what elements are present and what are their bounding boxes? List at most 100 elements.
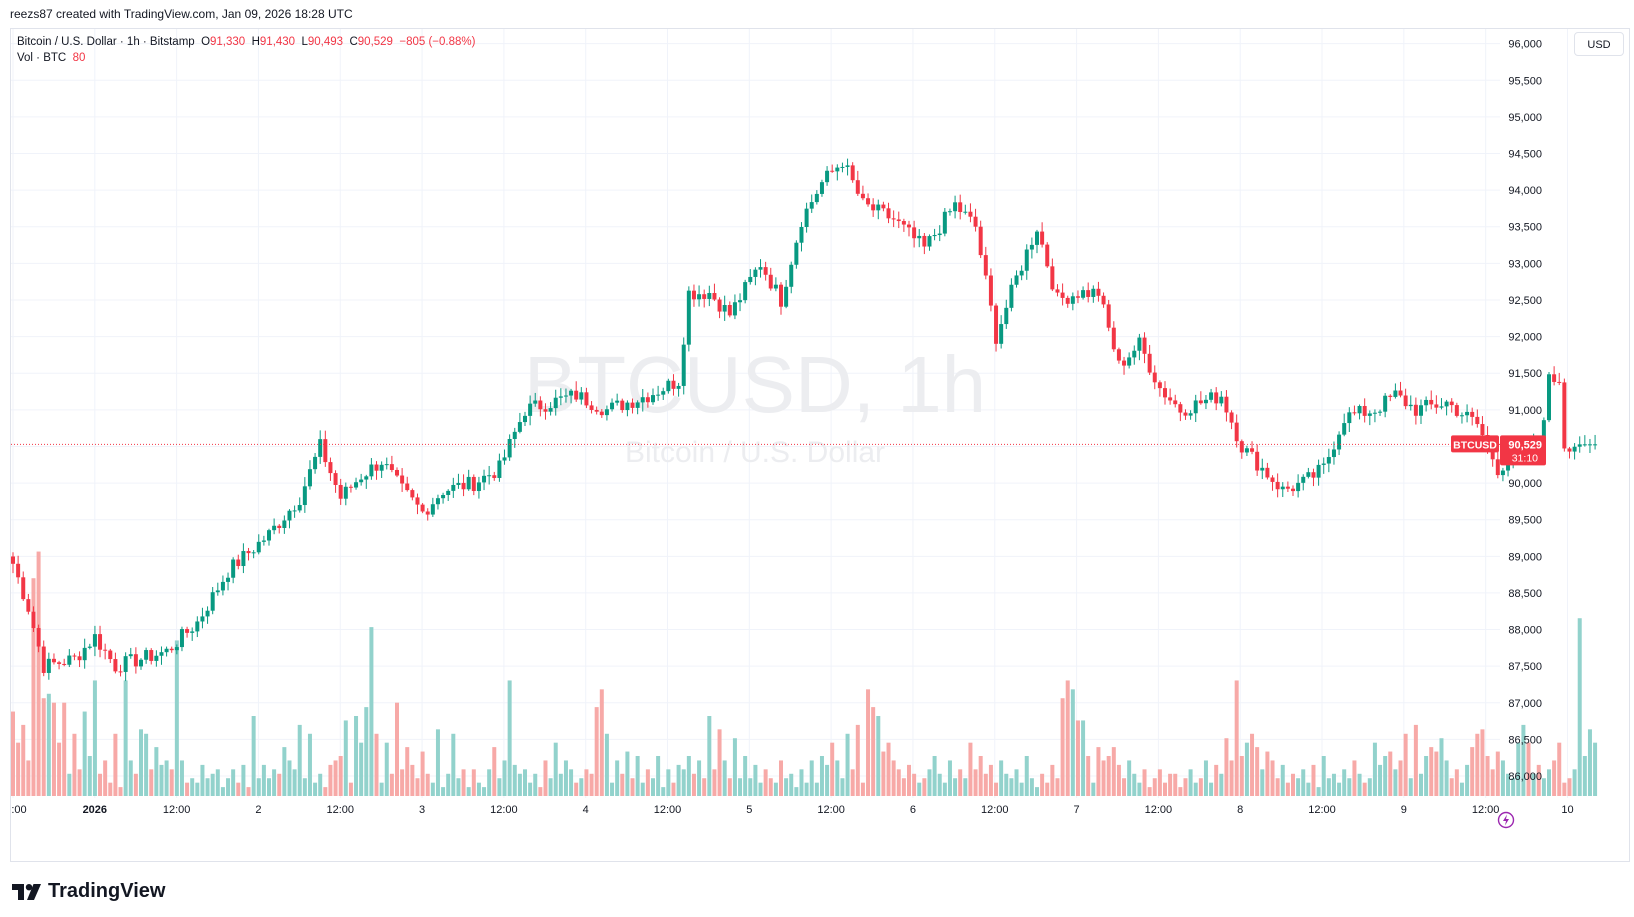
- volume-bar: [430, 782, 435, 796]
- volume-bar: [743, 756, 748, 796]
- candle-body: [1101, 295, 1106, 305]
- candle-body: [1055, 289, 1060, 293]
- volume-bar: [1244, 742, 1249, 796]
- candle-body: [758, 267, 763, 270]
- volume-bar: [784, 778, 789, 796]
- candle-body: [11, 556, 15, 564]
- volume-bar: [1352, 760, 1357, 796]
- volume-bar: [261, 764, 266, 796]
- y-tick-label: 89,500: [1508, 515, 1542, 527]
- volume-bar: [364, 707, 369, 796]
- volume-bar: [1408, 778, 1413, 796]
- currency-button[interactable]: USD: [1574, 32, 1624, 56]
- y-tick-label: 91,500: [1508, 368, 1542, 380]
- volume-bar: [876, 716, 881, 796]
- candle-body: [507, 438, 512, 458]
- candle-body: [46, 658, 51, 673]
- y-tick-label: 87,500: [1508, 661, 1542, 673]
- symbol-watermark: BTCUSD, 1h Bitcoin / U.S. Dollar: [524, 340, 986, 469]
- candle-body: [896, 219, 901, 222]
- candle-body: [640, 397, 645, 403]
- candle-body: [420, 504, 425, 512]
- volume-bar: [185, 782, 190, 796]
- candle-body: [732, 302, 737, 316]
- volume-bar: [200, 764, 205, 796]
- candle-body: [1347, 412, 1352, 424]
- volume-bar: [850, 769, 855, 796]
- volume-bar: [651, 778, 655, 796]
- volume-bar: [702, 778, 707, 796]
- volume-bar: [1587, 729, 1592, 796]
- y-tick-label: 86,000: [1508, 771, 1542, 783]
- volume-bar: [697, 760, 702, 796]
- volume-bar: [1434, 751, 1439, 796]
- volume-bar: [1536, 764, 1541, 796]
- volume-bar: [1081, 720, 1086, 796]
- candle-body: [978, 226, 983, 256]
- volume-bar: [16, 742, 21, 796]
- volume-bar: [461, 769, 466, 796]
- candle-body: [1388, 395, 1393, 397]
- candle-body: [594, 409, 599, 412]
- candle-body: [328, 462, 333, 474]
- candle-body: [901, 221, 906, 225]
- volume-label[interactable]: Vol · BTC: [17, 52, 67, 64]
- candle-body: [1265, 467, 1270, 478]
- candle-body: [364, 476, 369, 480]
- x-tick-label: 7: [1074, 804, 1080, 816]
- candle-body: [415, 497, 420, 505]
- candle-body: [517, 422, 522, 432]
- x-tick-label: 12:00: [490, 804, 518, 816]
- volume-bar: [548, 778, 553, 796]
- volume-bar: [871, 707, 876, 796]
- volume-bar: [1224, 738, 1229, 796]
- candle-body: [615, 400, 620, 403]
- volume-bar: [1449, 778, 1454, 796]
- volume-bar: [1122, 778, 1127, 796]
- x-tick-label: 2026: [83, 804, 107, 816]
- candle-body: [1091, 288, 1096, 297]
- volume-bar: [307, 733, 312, 796]
- candle-body: [1500, 470, 1505, 476]
- volume-bar: [1531, 773, 1536, 796]
- volume-bar: [1424, 756, 1429, 796]
- volume-bar: [922, 778, 927, 796]
- volume-bar: [1459, 782, 1464, 796]
- volume-bar: [338, 756, 343, 796]
- volume-bar: [917, 782, 922, 796]
- candle-body: [1296, 482, 1301, 492]
- candle-body: [584, 392, 589, 406]
- volume-bar: [1403, 733, 1408, 796]
- candle-body: [1306, 472, 1311, 477]
- y-tick-label: 94,500: [1508, 149, 1542, 161]
- volume-bar: [1541, 778, 1546, 796]
- y-tick-label: 92,000: [1508, 332, 1542, 344]
- x-tick-label: 6: [910, 804, 916, 816]
- volume-bar: [144, 733, 149, 796]
- volume-bar: [451, 733, 456, 796]
- candle-body: [26, 599, 31, 612]
- volume-bar: [292, 769, 297, 796]
- lightning-icon[interactable]: [1497, 811, 1515, 829]
- x-tick-label: 8: [1237, 804, 1243, 816]
- volume-bar: [630, 778, 635, 796]
- volume-bar: [543, 760, 548, 796]
- candle-body: [246, 551, 251, 554]
- volume-bar: [615, 760, 620, 796]
- symbol-title[interactable]: Bitcoin / U.S. Dollar · 1h · Bitstamp: [17, 36, 195, 48]
- candle-body: [932, 235, 937, 237]
- volume-bar: [328, 764, 333, 796]
- candle-body: [1398, 390, 1403, 396]
- candle-body: [1122, 360, 1127, 366]
- candle-body: [282, 520, 287, 529]
- volume-bar: [507, 680, 512, 796]
- candle-body: [318, 439, 323, 457]
- volume-bar: [891, 760, 896, 796]
- candle-body: [1193, 400, 1198, 414]
- volume-bar: [1526, 742, 1531, 796]
- volume-bar: [87, 756, 92, 796]
- candle-body: [666, 380, 671, 392]
- volume-bar: [1419, 773, 1423, 796]
- ticker-tag-bg: [1451, 435, 1499, 453]
